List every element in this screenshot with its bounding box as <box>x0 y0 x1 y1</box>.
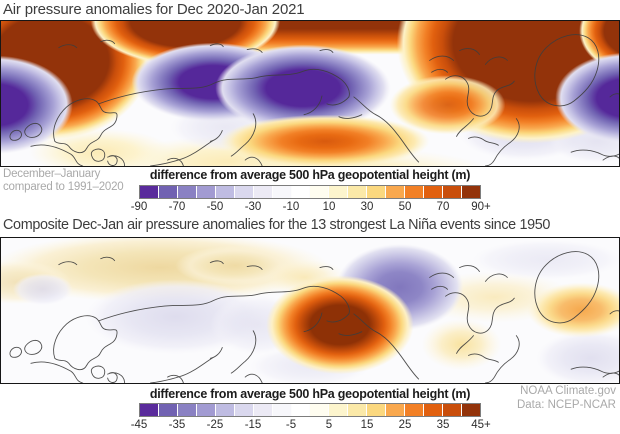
top-legend-title: difference from average 500 hPa geopoten… <box>149 168 471 182</box>
colorbar-cell <box>329 404 349 416</box>
top-colorbar-ticks: -90 -70 -50 -30 -10 10 30 50 70 90+ <box>131 201 491 214</box>
top-panel-title: Air pressure anomalies for Dec 2020-Jan … <box>3 1 305 18</box>
positive-anomaly-blob-atlantic <box>527 282 619 338</box>
colorbar-tick-label: -35 <box>168 419 186 431</box>
colorbar-tick-label: 25 <box>398 419 412 431</box>
baseline-note-line2: compared to 1991–2020 <box>3 180 124 193</box>
colorbar-cell <box>367 186 387 198</box>
colorbar-cell <box>461 186 480 198</box>
colorbar-cell <box>272 186 292 198</box>
credits: NOAA Climate.gov Data: NCEP-NCAR <box>517 385 616 412</box>
bottom-panel-title: Composite Dec-Jan air pressure anomalies… <box>3 217 551 233</box>
pacific-positive-band <box>220 114 430 166</box>
colorbar-cell <box>158 186 178 198</box>
credits-source: NOAA Climate.gov <box>520 385 616 397</box>
colorbar-cell <box>405 186 425 198</box>
colorbar-tick-label: -90 <box>130 201 148 213</box>
colorbar-cell <box>405 404 425 416</box>
colorbar-cell <box>291 404 311 416</box>
colorbar-tick-label: 70 <box>436 201 450 213</box>
colorbar-cell <box>196 186 216 198</box>
top-map-svg <box>1 21 619 166</box>
colorbar-cell <box>367 404 387 416</box>
colorbar-tick-label: 50 <box>398 201 412 213</box>
baseline-note-line1: December–January <box>3 168 101 180</box>
colorbar-cell <box>386 404 406 416</box>
colorbar-cell <box>348 186 368 198</box>
colorbar-tick-label: 45+ <box>471 419 491 431</box>
colorbar-cell <box>310 404 330 416</box>
colorbar-cell <box>177 404 197 416</box>
colorbar-tick-label: 5 <box>325 419 333 431</box>
colorbar-cell <box>196 404 216 416</box>
colorbar-tick-label: -70 <box>168 201 186 213</box>
colorbar-cell <box>253 404 273 416</box>
colorbar-tick-label: 90+ <box>471 201 491 213</box>
colorbar-tick-label: 35 <box>436 419 450 431</box>
colorbar-tick-label: -25 <box>206 419 224 431</box>
colorbar-cell <box>158 404 178 416</box>
colorbar-cell <box>177 186 197 198</box>
colorbar-cell <box>310 186 330 198</box>
colorbar-cell <box>424 404 443 416</box>
colorbar-cell <box>234 404 254 416</box>
colorbar-cell <box>291 186 311 198</box>
colorbar-tick-label: -15 <box>244 419 262 431</box>
colorbar-cell <box>215 186 235 198</box>
colorbar-cell <box>329 186 349 198</box>
la-nina-composite-map <box>0 237 620 384</box>
colorbar-tick-label: 15 <box>360 419 374 431</box>
credits-data: Data: NCEP-NCAR <box>516 398 616 411</box>
colorbar-cell <box>234 186 254 198</box>
negative-anomaly-blobs <box>1 42 619 155</box>
colorbar-tick-label: -5 <box>285 419 297 431</box>
bottom-legend-title: difference from average 500 hPa geopoten… <box>149 387 471 401</box>
colorbar-tick-label: 30 <box>360 201 374 213</box>
colorbar-cell <box>348 404 368 416</box>
colorbar-tick-label: -30 <box>244 201 262 213</box>
colorbar-cell <box>461 404 480 416</box>
colorbar-tick-label: 10 <box>322 201 336 213</box>
colorbar-cell <box>215 404 235 416</box>
colorbar-cell <box>140 404 159 416</box>
colorbar-cell <box>386 186 406 198</box>
colorbar-cell <box>424 186 443 198</box>
positive-anomaly-blob-north-pacific <box>266 275 414 375</box>
colorbar-cell <box>140 186 159 198</box>
colorbar-tick-label: -45 <box>130 419 148 431</box>
bottom-colorbar-ticks: -45 -35 -25 -15 -5 5 15 25 35 45+ <box>131 419 491 432</box>
colorbar-tick-label: -50 <box>206 201 224 213</box>
colorbar-cell <box>443 186 462 198</box>
baseline-note: December–January compared to 1991–2020 <box>3 168 124 193</box>
colorbar-tick-label: -10 <box>282 201 300 213</box>
top-colorbar <box>139 185 481 199</box>
colorbar-cell <box>272 404 292 416</box>
colorbar-cell <box>443 404 462 416</box>
colorbar-cell <box>253 186 273 198</box>
bottom-colorbar <box>139 403 481 417</box>
anomaly-map-dec2020-jan2021 <box>0 20 620 167</box>
bottom-map-svg <box>1 238 619 383</box>
